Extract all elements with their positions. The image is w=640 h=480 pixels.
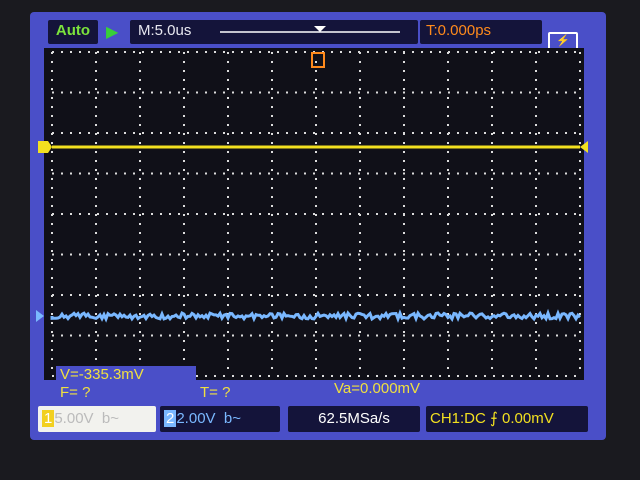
- trigger-level-marker[interactable]: [580, 141, 588, 153]
- trigger-position-marker[interactable]: [312, 53, 324, 67]
- ch1-coupling: b~: [102, 410, 119, 427]
- sample-rate: 62.5MSa/s: [288, 406, 420, 432]
- period-measurement: T= ?: [196, 384, 330, 402]
- frequency-measurement: F= ?: [56, 384, 192, 402]
- ch2-scale-box[interactable]: 2 2.00V b~: [160, 406, 280, 432]
- ch2-coupling: b~: [224, 410, 241, 427]
- average-voltage-measurement: Va=0.000mV: [330, 380, 460, 398]
- ch2-scale: 2.00V: [176, 410, 215, 427]
- trigger-level: 0.00mV: [502, 410, 554, 427]
- ch1-badge: 1: [42, 410, 54, 427]
- voltage-measurement: V=-335.3mV: [56, 366, 196, 384]
- trigger-source: CH1:DC: [430, 410, 486, 427]
- trigger-position-pointer: [314, 26, 326, 32]
- ch1-scale: 5.00V: [54, 410, 93, 427]
- ch1-scale-box[interactable]: 1 5.00V b~: [38, 406, 156, 432]
- ch1-level-marker[interactable]: [38, 141, 52, 153]
- trigger-settings[interactable]: CH1:DC ⨍ 0.00mV: [426, 406, 588, 432]
- rising-edge-icon: ⨍: [490, 410, 498, 427]
- ch2-badge: 2: [164, 410, 176, 427]
- ch2-trace: [52, 313, 580, 319]
- ch2-level-marker[interactable]: [36, 310, 44, 322]
